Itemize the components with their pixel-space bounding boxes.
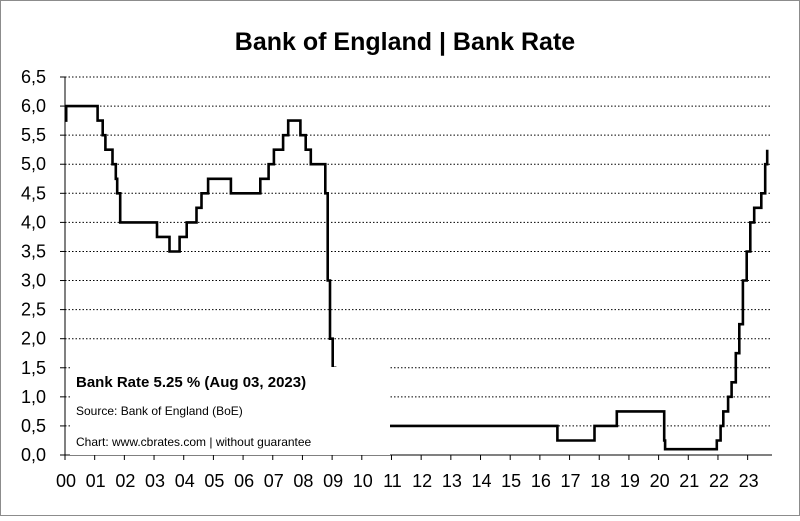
x-tick-label: 20 <box>650 471 670 491</box>
x-tick-label: 10 <box>353 471 373 491</box>
x-tick-label: 05 <box>204 471 224 491</box>
x-tick-label: 23 <box>739 471 759 491</box>
x-tick-label: 22 <box>709 471 729 491</box>
x-tick-label: 09 <box>323 471 343 491</box>
x-tick-label: 03 <box>145 471 165 491</box>
x-tick-label: 00 <box>56 471 76 491</box>
y-tick-label: 4,0 <box>21 212 46 232</box>
y-tick-label: 2,5 <box>21 300 46 320</box>
x-tick-label: 16 <box>531 471 551 491</box>
latest-rate-annotation: Bank Rate 5.25 % (Aug 03, 2023) <box>76 374 306 391</box>
x-tick-label: 18 <box>590 471 610 491</box>
x-tick-label: 08 <box>293 471 313 491</box>
x-tick-label: 17 <box>561 471 581 491</box>
y-tick-label: 6,5 <box>21 67 46 87</box>
chart-title: Bank of England | Bank Rate <box>235 28 575 56</box>
y-tick-label: 4,5 <box>21 183 46 203</box>
y-tick-label: 6,0 <box>21 96 46 116</box>
x-tick-label: 15 <box>501 471 521 491</box>
y-tick-label: 5,0 <box>21 154 46 174</box>
x-tick-label: 19 <box>620 471 640 491</box>
x-tick-label: 06 <box>234 471 254 491</box>
x-tick-label: 13 <box>442 471 462 491</box>
x-tick-label: 02 <box>115 471 135 491</box>
y-tick-label: 5,5 <box>21 125 46 145</box>
source-annotation: Source: Bank of England (BoE) <box>76 404 243 418</box>
y-tick-label: 0,5 <box>21 416 46 436</box>
x-tick-label: 21 <box>679 471 699 491</box>
x-tick-label: 01 <box>86 471 106 491</box>
bank-rate-line <box>64 104 769 451</box>
y-tick-label: 0,0 <box>21 445 46 465</box>
x-tick-label: 14 <box>472 471 492 491</box>
series-layer <box>64 104 769 451</box>
x-tick-label: 07 <box>264 471 284 491</box>
y-tick-label: 1,0 <box>21 387 46 407</box>
x-tick-label: 11 <box>383 471 402 491</box>
x-tick-label: 12 <box>412 471 432 491</box>
axis-layer: 0,0 0,5 1,0 1,5 2,0 2,5 3,0 3,5 4,0 4,5 5,0 5,5 6,0 6… <box>21 67 772 491</box>
x-tick-label: 04 <box>175 471 195 491</box>
annotation-backdrop <box>70 367 390 455</box>
y-tick-label: 3,0 <box>21 271 46 291</box>
y-tick-label: 1,5 <box>21 358 46 378</box>
credit-annotation: Chart: www.cbrates.com | without guarant… <box>76 435 312 449</box>
y-tick-label: 2,0 <box>21 329 46 349</box>
y-tick-label: 3,5 <box>21 241 46 261</box>
